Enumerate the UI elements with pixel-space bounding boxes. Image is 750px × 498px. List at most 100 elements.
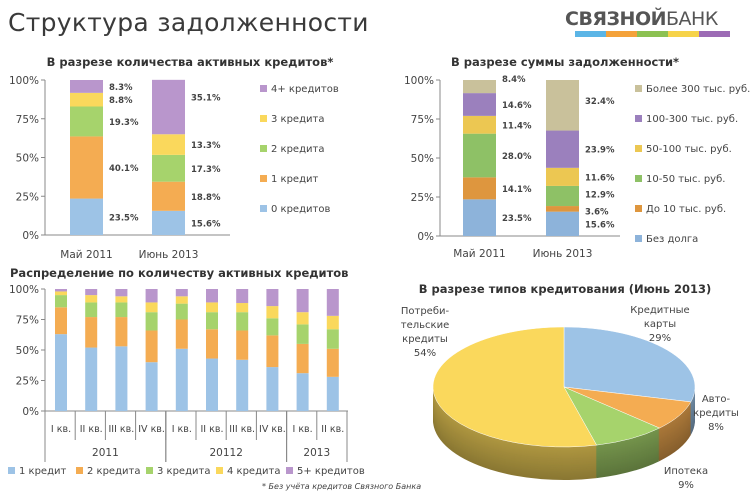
- chart-3: В разрезе типов кредитования (Июнь 2013)…: [401, 282, 739, 491]
- y-tick-label: 100%: [9, 284, 39, 296]
- y-tick-label: 0%: [22, 406, 39, 418]
- data-label: 28.0%: [502, 152, 532, 162]
- legend-swatch: [216, 467, 223, 474]
- legend-label: 3 кредита: [157, 466, 210, 477]
- bar-segment: [546, 185, 579, 207]
- legend-swatch: [635, 145, 642, 152]
- bar-segment: [206, 312, 218, 330]
- y-tick-label: 50%: [16, 153, 39, 165]
- bar-segment: [236, 312, 249, 331]
- bar-segment: [115, 317, 128, 347]
- chart-1: В разрезе суммы задолженности* 0% 25% 50% 75…: [404, 55, 750, 260]
- data-label: 23.5%: [502, 214, 532, 224]
- legend-label: 100-300 тыс. руб.: [646, 114, 738, 125]
- bar-segment: [55, 307, 67, 335]
- bar-segment: [175, 348, 188, 411]
- bar-segment: [236, 303, 249, 313]
- legend-swatch: [635, 235, 642, 242]
- bar-segment: [296, 289, 309, 313]
- bar-segment: [55, 334, 67, 411]
- legend-swatch: [260, 85, 267, 92]
- bar-segment: [206, 358, 218, 411]
- bar-segment: [326, 329, 339, 349]
- legend-swatch: [286, 467, 293, 474]
- legend-label: Без долга: [646, 234, 698, 245]
- bar-segment: [296, 343, 309, 374]
- bar-segment: [463, 80, 496, 94]
- legend-label: 4+ кредитов: [271, 84, 339, 95]
- legend-label: 3 кредита: [271, 114, 324, 125]
- x-tick-label: I кв.: [172, 424, 192, 435]
- bar-segment: [115, 346, 128, 411]
- chart-title: В разрезе количества активных кредитов*: [47, 55, 334, 69]
- slice-value-label: 54%: [414, 348, 436, 359]
- y-tick-label: 75%: [411, 114, 434, 126]
- bar-segment: [326, 289, 339, 316]
- y-tick-label: 25%: [411, 192, 434, 204]
- legend-label: 4 кредита: [227, 466, 280, 477]
- x-tick-label: II кв.: [321, 424, 344, 435]
- legend-swatch: [635, 85, 642, 92]
- legend-swatch: [260, 175, 267, 182]
- bar-segment: [70, 106, 103, 137]
- chart-title: В разрезе типов кредитования (Июнь 2013): [419, 282, 712, 296]
- slice-label: кредиты: [402, 334, 448, 345]
- legend-label: 2 кредита: [87, 466, 140, 477]
- bank-logo: СВЯЗНОЙБАНК: [565, 8, 730, 38]
- data-label: 15.6%: [191, 219, 221, 229]
- bar-segment: [546, 167, 579, 186]
- bar-segment: [115, 302, 128, 318]
- bar-segment: [326, 376, 339, 411]
- bar-segment: [546, 211, 579, 236]
- data-label: 8.4%: [502, 75, 526, 85]
- x-tick-label: I кв.: [51, 424, 71, 435]
- legend-swatch: [635, 115, 642, 122]
- bar-segment: [70, 136, 103, 199]
- x-tick-label: II кв.: [201, 424, 224, 435]
- x-tick-label: Июнь 2013: [533, 248, 593, 260]
- bar-segment: [266, 289, 279, 307]
- bar-segment: [463, 199, 496, 236]
- legend-swatch: [76, 467, 83, 474]
- bar-segment: [266, 367, 279, 411]
- bar-segment: [326, 315, 339, 330]
- y-tick-label: 25%: [16, 376, 39, 388]
- bar-segment: [296, 373, 309, 411]
- bar-segment: [326, 348, 339, 377]
- legend-label: Более 300 тыс. руб.: [646, 84, 750, 95]
- slice-label: кредиты: [693, 408, 739, 419]
- slice-label: Авто-: [702, 394, 731, 405]
- data-label: 3.6%: [585, 207, 609, 217]
- bar-segment: [206, 289, 218, 303]
- group-label: 20112: [209, 447, 242, 459]
- bar-segment: [236, 359, 249, 411]
- y-tick-label: 25%: [16, 191, 39, 203]
- bar-segment: [236, 289, 249, 304]
- bar-segment: [546, 130, 579, 168]
- y-tick-label: 100%: [9, 75, 39, 87]
- data-label: 40.1%: [109, 164, 139, 174]
- bar-segment: [175, 296, 188, 304]
- slice-label: карты: [644, 319, 676, 330]
- slice-value-label: 29%: [649, 333, 671, 344]
- data-label: 11.4%: [502, 121, 532, 131]
- logo-stripe: [699, 31, 730, 37]
- y-tick-label: 0%: [417, 231, 434, 243]
- bar-segment: [70, 92, 103, 107]
- legend-swatch: [635, 175, 642, 182]
- slice-label: Ипотека: [664, 466, 708, 477]
- bar-segment: [152, 181, 185, 211]
- data-label: 11.6%: [585, 173, 615, 183]
- x-tick-label: II кв.: [80, 424, 103, 435]
- chart-0: В разрезе количества активных кредитов* 0…: [9, 55, 339, 261]
- data-label: 14.6%: [502, 101, 532, 111]
- logo-stripe: [606, 31, 637, 37]
- bar-segment: [85, 295, 98, 303]
- bar-segment: [85, 289, 98, 296]
- slice-label: Кредитные: [630, 305, 689, 316]
- legend-swatch: [260, 205, 267, 212]
- chart-title: Распределение по количеству активных кре…: [10, 266, 348, 280]
- x-tick-label: Июнь 2013: [139, 249, 199, 261]
- bar-segment: [463, 93, 496, 116]
